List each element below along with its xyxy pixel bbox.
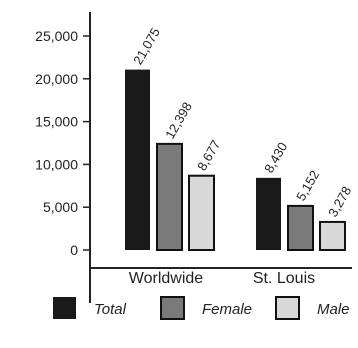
- bars: [125, 69, 346, 252]
- data-label: 8,677: [194, 138, 223, 174]
- data-label: 8,430: [261, 140, 290, 176]
- legend-label-total: Total: [94, 301, 127, 318]
- y-tick-label: 0: [70, 242, 78, 258]
- bar-female-st-louis: [287, 204, 314, 251]
- y-axis-ticks: 0 5,000 10,000 15,000 20,000 25,000: [35, 28, 90, 258]
- y-tick-label: 10,000: [35, 156, 78, 172]
- legend: Total Female Male: [53, 296, 350, 320]
- bar-total-st-louis: [256, 177, 281, 250]
- bar-male-st-louis: [319, 220, 346, 252]
- legend-label-female: Female: [202, 301, 252, 318]
- y-tick-label: 15,000: [35, 114, 78, 130]
- category-labels: Worldwide St. Louis: [129, 270, 315, 287]
- legend-swatch-female: [160, 296, 185, 320]
- y-tick-label: 25,000: [35, 28, 78, 44]
- y-tick-label: 5,000: [43, 199, 78, 215]
- category-label: St. Louis: [253, 270, 315, 287]
- data-label: 3,278: [325, 184, 354, 220]
- category-label: Worldwide: [129, 270, 204, 287]
- y-tick-label: 20,000: [35, 71, 78, 87]
- bar-male-worldwide: [188, 174, 215, 252]
- legend-swatch-total: [53, 297, 76, 319]
- data-label: 12,398: [162, 99, 195, 141]
- data-label: 5,152: [293, 168, 322, 204]
- legend-label-male: Male: [317, 301, 350, 318]
- data-label: 21,075: [130, 25, 163, 67]
- bar-total-worldwide: [125, 69, 150, 251]
- legend-swatch-male: [275, 296, 300, 320]
- axes: [89, 12, 352, 303]
- bar-female-worldwide: [156, 142, 183, 251]
